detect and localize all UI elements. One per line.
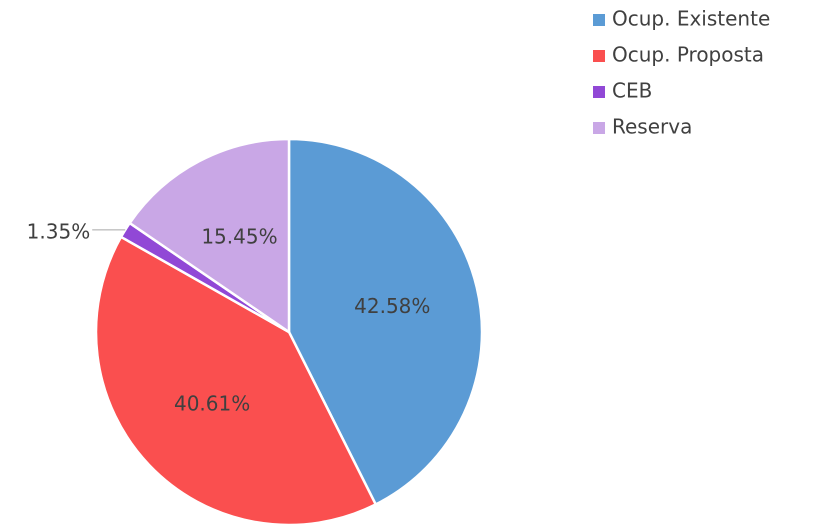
data-label: 40.61% xyxy=(174,392,250,416)
legend-swatch xyxy=(593,14,605,26)
data-label: 1.35% xyxy=(27,219,91,243)
data-label: 15.45% xyxy=(201,225,277,249)
legend-swatch xyxy=(593,86,605,98)
legend-label: Reserva xyxy=(612,115,692,139)
data-label: 42.58% xyxy=(354,294,430,318)
legend-label: CEB xyxy=(612,79,652,103)
legend-swatch xyxy=(593,50,605,62)
pie-slice xyxy=(127,137,291,335)
pie-slice xyxy=(287,137,484,507)
legend-swatch xyxy=(593,122,605,134)
legend-label: Ocup. Existente xyxy=(612,7,770,31)
legend-label: Ocup. Proposta xyxy=(612,43,764,67)
